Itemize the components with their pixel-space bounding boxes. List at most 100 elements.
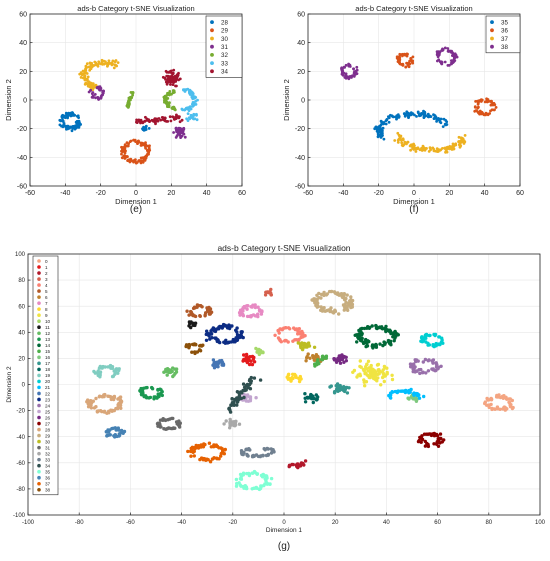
data-point xyxy=(84,67,87,71)
data-point xyxy=(381,343,385,348)
data-point xyxy=(217,327,221,331)
data-point xyxy=(168,90,172,93)
legend-entry: 26 xyxy=(45,415,51,420)
data-point xyxy=(178,126,182,130)
data-point xyxy=(401,144,405,148)
y-axis-label: Dimension 2 xyxy=(282,79,291,121)
data-point xyxy=(431,368,436,372)
legend-entry: 28 xyxy=(45,427,51,432)
data-point xyxy=(168,370,172,374)
legend-entry: 27 xyxy=(45,421,51,426)
data-point xyxy=(169,83,172,86)
data-point xyxy=(369,366,373,370)
data-point xyxy=(485,99,489,103)
data-point xyxy=(235,403,239,407)
x-tick-label: -40 xyxy=(60,190,70,197)
x-tick-label: -60 xyxy=(25,190,35,197)
x-tick-label: -40 xyxy=(177,520,186,526)
data-point xyxy=(301,334,305,339)
data-point xyxy=(90,95,94,99)
series-14 xyxy=(353,323,400,350)
data-point xyxy=(193,306,197,310)
data-point xyxy=(449,147,453,151)
legend-marker xyxy=(490,28,494,33)
series-15 xyxy=(313,354,329,368)
data-point xyxy=(332,390,337,394)
data-point xyxy=(379,130,383,133)
data-point xyxy=(174,126,178,130)
data-point xyxy=(97,372,102,376)
data-point xyxy=(99,96,103,99)
data-point xyxy=(228,421,232,426)
x-tick-label: -20 xyxy=(96,190,106,197)
data-point xyxy=(272,450,276,454)
legend-marker xyxy=(37,385,41,390)
data-point xyxy=(117,367,121,371)
data-point xyxy=(169,69,173,73)
y-tick-label: -20 xyxy=(295,126,305,133)
series-31 xyxy=(87,85,187,140)
legend-entry: 2 xyxy=(45,271,48,276)
data-point xyxy=(186,112,190,115)
data-point xyxy=(427,150,431,153)
data-point xyxy=(411,363,415,367)
data-point xyxy=(423,357,428,362)
data-point xyxy=(144,115,147,119)
data-point xyxy=(86,398,90,402)
data-point xyxy=(175,130,179,134)
x-tick-label: 20 xyxy=(445,190,453,197)
data-point xyxy=(269,476,274,481)
series-29 xyxy=(120,138,152,165)
y-tick-label: 20 xyxy=(297,69,305,76)
data-point xyxy=(441,125,445,128)
x-tick-label: 40 xyxy=(383,520,390,526)
data-point xyxy=(268,291,273,295)
x-tick-label: -60 xyxy=(126,520,135,526)
data-point xyxy=(489,109,492,113)
data-point xyxy=(437,53,441,57)
data-point xyxy=(415,115,418,118)
data-point xyxy=(103,365,107,369)
data-point xyxy=(170,416,174,421)
data-point xyxy=(492,101,496,105)
data-point xyxy=(383,374,387,378)
data-point xyxy=(172,131,176,134)
series-34 xyxy=(227,375,263,414)
y-tick-label: -20 xyxy=(17,126,27,133)
legend-entry: 34 xyxy=(221,69,228,76)
data-point xyxy=(165,373,169,377)
data-point xyxy=(218,340,222,345)
data-point xyxy=(189,454,193,458)
legend-marker xyxy=(37,433,41,438)
data-point xyxy=(168,115,172,119)
y-tick-label: -40 xyxy=(295,155,305,162)
data-point xyxy=(386,340,391,344)
data-point xyxy=(129,98,132,102)
x-tick-label: 80 xyxy=(485,520,492,526)
data-point xyxy=(108,395,113,399)
data-point xyxy=(324,293,329,297)
data-point xyxy=(211,358,216,362)
legend-box xyxy=(32,255,59,496)
y-tick-label: 20 xyxy=(18,357,25,363)
data-point xyxy=(193,342,198,347)
data-point xyxy=(221,324,225,329)
data-point xyxy=(378,124,382,128)
data-point xyxy=(264,290,269,294)
data-point xyxy=(421,144,425,148)
data-point xyxy=(171,374,175,379)
legend-marker xyxy=(37,409,41,414)
data-point xyxy=(361,341,366,346)
data-point xyxy=(145,385,149,390)
legend-entry: 12 xyxy=(45,331,51,336)
series-37 xyxy=(393,131,467,154)
data-point xyxy=(432,431,436,436)
data-point xyxy=(112,434,116,438)
legend-entry: 18 xyxy=(45,367,51,372)
data-point xyxy=(332,357,336,361)
data-point xyxy=(171,115,175,119)
data-point xyxy=(314,393,318,397)
data-point xyxy=(121,150,124,154)
data-point xyxy=(362,380,366,384)
